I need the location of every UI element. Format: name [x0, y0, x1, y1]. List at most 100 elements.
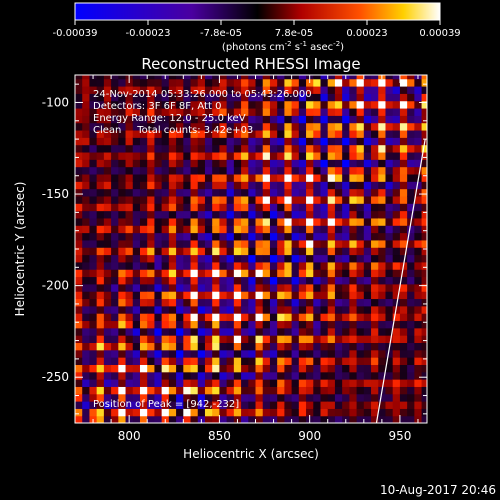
heatmap-cell [342, 210, 350, 219]
heatmap-cell [183, 283, 192, 292]
heatmap-cell [212, 313, 221, 322]
heatmap-cell [111, 313, 119, 322]
heatmap-cell [327, 401, 336, 409]
heatmap-cell [118, 232, 127, 241]
heatmap-cell [378, 342, 387, 351]
heatmap-cell [226, 181, 235, 190]
heatmap-cell [118, 254, 127, 263]
heatmap-cell [132, 85, 141, 94]
heatmap-cell [161, 137, 170, 146]
heatmap-cell [371, 217, 379, 226]
heatmap-cell [371, 415, 379, 423]
heatmap-cell [334, 371, 343, 380]
heatmap-cell [212, 269, 221, 278]
heatmap-cell [96, 129, 105, 138]
heatmap-cell [118, 210, 127, 219]
heatmap-cell [378, 210, 387, 219]
heatmap-cell [407, 203, 415, 212]
heatmap-cell [414, 78, 423, 87]
solar-limb-line [375, 139, 426, 424]
heatmap-cell [298, 320, 307, 329]
heatmap-cell [111, 225, 119, 234]
heatmap-cell [255, 320, 264, 329]
heatmap-cell [320, 151, 329, 160]
heatmap-cell [248, 269, 257, 278]
heatmap-cell [82, 269, 91, 278]
heatmap-cell [241, 305, 249, 314]
heatmap-cell [154, 357, 163, 365]
heatmap-cell [284, 107, 293, 116]
heatmap-cell [132, 371, 141, 380]
heatmap-cell [320, 364, 329, 373]
heatmap-cell [421, 129, 427, 138]
heatmap-cell [118, 217, 127, 226]
heatmap-cell [262, 276, 271, 285]
heatmap-cell [139, 188, 148, 197]
heatmap-cell [356, 107, 365, 116]
heatmap-cell [82, 408, 91, 417]
heatmap-cell [262, 217, 271, 226]
heatmap-cell [212, 144, 221, 153]
heatmap-cell [320, 107, 329, 116]
heatmap-cell [147, 364, 156, 373]
heatmap-cell [248, 298, 257, 307]
heatmap-cell [421, 122, 427, 131]
heatmap-cell [342, 247, 350, 256]
heatmap-cell [248, 159, 257, 168]
heatmap-cell [371, 247, 379, 256]
heatmap-cell [190, 166, 199, 175]
heatmap-cell [190, 379, 199, 387]
heatmap-cell [363, 401, 372, 409]
heatmap-cell [407, 335, 415, 344]
heatmap-cell [356, 335, 365, 344]
heatmap-cell [291, 78, 300, 87]
heatmap-cell [161, 364, 170, 373]
heatmap-cell [342, 122, 350, 131]
heatmap-cell [407, 364, 415, 373]
heatmap-cell [291, 173, 300, 182]
heatmap-cell [111, 107, 119, 116]
heatmap-cell [248, 364, 257, 373]
heatmap-cell [248, 342, 257, 351]
colorbar-tick-label: 0.00023 [346, 28, 387, 39]
heatmap-cell [269, 100, 278, 109]
heatmap-cell [421, 203, 427, 212]
heatmap-cell [176, 401, 184, 409]
heatmap-cell [154, 261, 163, 270]
heatmap-cell [176, 269, 184, 278]
heatmap-cell [399, 173, 408, 182]
heatmap-cell [284, 291, 293, 300]
heatmap-cell [356, 239, 365, 248]
heatmap-cell [334, 291, 343, 300]
heatmap-cell [154, 159, 163, 168]
heatmap-cell [75, 115, 83, 124]
heatmap-cell [349, 75, 358, 80]
heatmap-cell [342, 181, 350, 190]
heatmap-cell [168, 159, 177, 168]
heatmap-cell [363, 210, 372, 219]
heatmap-cell [103, 408, 112, 417]
heatmap-cell [75, 217, 83, 226]
heatmap-cell [349, 291, 358, 300]
heatmap-cell [284, 100, 293, 109]
heatmap-cell [132, 320, 141, 329]
heatmap-cell [219, 107, 228, 116]
heatmap-cell [197, 291, 206, 300]
heatmap-cell [168, 291, 177, 300]
heatmap-cell [103, 181, 112, 190]
heatmap-cell [378, 137, 387, 146]
heatmap-cell [349, 327, 358, 336]
heatmap-cell [378, 144, 387, 153]
heatmap-cell [168, 181, 177, 190]
heatmap-cell [190, 371, 199, 380]
heatmap-cell [161, 122, 170, 131]
heatmap-cell [392, 291, 401, 300]
heatmap-cell [378, 401, 387, 409]
heatmap-cell [219, 195, 228, 204]
heatmap-cell [298, 283, 307, 292]
heatmap-cell [154, 210, 163, 219]
heatmap-cell [89, 195, 98, 204]
heatmap-cell [132, 137, 141, 146]
heatmap-cell [298, 203, 307, 212]
heatmap-cell [356, 254, 365, 263]
